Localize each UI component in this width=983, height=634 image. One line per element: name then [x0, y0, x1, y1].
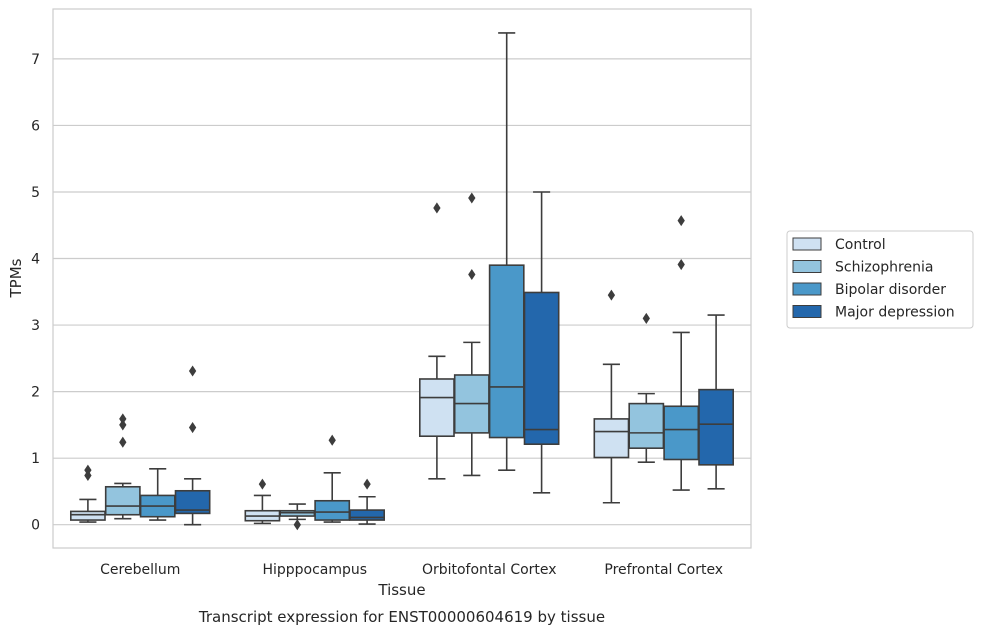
outlier-point — [468, 192, 476, 204]
box-group — [453, 192, 490, 477]
box-group — [349, 478, 386, 525]
y-tick-label: 5 — [31, 185, 40, 201]
box-group — [663, 215, 700, 491]
box — [349, 509, 386, 521]
x-tick-label: Hipppocampus — [262, 562, 367, 578]
legend-swatch — [792, 260, 822, 273]
legend-label: Schizophrenia — [835, 260, 933, 276]
chart-caption: Transcript expression for ENST0000060461… — [198, 608, 605, 626]
outlier-point — [677, 215, 685, 227]
box-group — [139, 468, 176, 521]
outlier-point — [642, 312, 650, 324]
box — [488, 264, 525, 439]
box — [314, 499, 351, 521]
outlier-point — [433, 202, 441, 214]
y-tick-label: 1 — [31, 451, 40, 467]
box-group — [488, 32, 525, 471]
box-group — [523, 191, 560, 494]
box — [174, 489, 211, 515]
box — [593, 418, 630, 459]
outlier-point — [84, 464, 92, 476]
outlier-point — [328, 434, 336, 446]
box — [418, 378, 455, 438]
box — [104, 485, 141, 516]
outlier-point — [293, 519, 301, 531]
y-tick-label: 4 — [31, 252, 40, 268]
box-group — [593, 289, 630, 504]
y-tick-label: 7 — [31, 52, 40, 68]
legend-label: Control — [835, 237, 886, 253]
box — [69, 510, 106, 521]
y-axis: 0 1 2 3 4 5 6 7 — [31, 52, 40, 534]
outlier-point — [607, 289, 616, 301]
x-axis: Cerebellum Hipppocampus Orbitofontal Corte… — [100, 562, 723, 578]
box-group — [174, 365, 211, 526]
legend: Control Schizophrenia Bipolar disorder Majo… — [786, 230, 974, 329]
box — [663, 405, 700, 461]
box-group — [628, 312, 665, 463]
outlier-point — [188, 422, 197, 434]
x-tick-label: Cerebellum — [100, 562, 180, 578]
legend-label: Major depression — [835, 305, 955, 321]
outlier-point — [677, 258, 685, 271]
x-tick-label: Orbitofontal Cortex — [422, 562, 557, 578]
outlier-point — [188, 365, 197, 377]
box-plot-marks — [69, 32, 735, 531]
legend-frame — [786, 230, 974, 329]
outlier-point — [363, 478, 371, 490]
y-tick-label: 0 — [31, 518, 40, 534]
y-tick-label: 3 — [31, 318, 40, 334]
y-tick-label: 2 — [31, 385, 40, 401]
box-group — [698, 314, 735, 490]
box — [698, 388, 735, 466]
legend-swatch — [792, 282, 822, 296]
x-axis-label: Tissue — [377, 581, 425, 599]
box — [628, 402, 665, 449]
legend-swatch — [792, 237, 822, 251]
outlier-point — [119, 419, 127, 431]
plot-frame — [52, 8, 752, 549]
outlier-point — [258, 478, 267, 490]
outlier-point — [119, 436, 127, 448]
box-group — [69, 464, 106, 523]
legend-swatch — [792, 305, 822, 318]
y-tick-label: 6 — [31, 118, 40, 134]
x-tick-label: Prefrontal Cortex — [604, 562, 723, 578]
outlier-point — [119, 413, 127, 425]
legend-label: Bipolar disorder — [835, 282, 946, 298]
y-axis-label: TPMs — [7, 258, 25, 298]
plot-area — [53, 9, 751, 548]
box — [523, 291, 560, 445]
gridlines — [53, 58, 751, 526]
outlier-point — [468, 268, 476, 281]
